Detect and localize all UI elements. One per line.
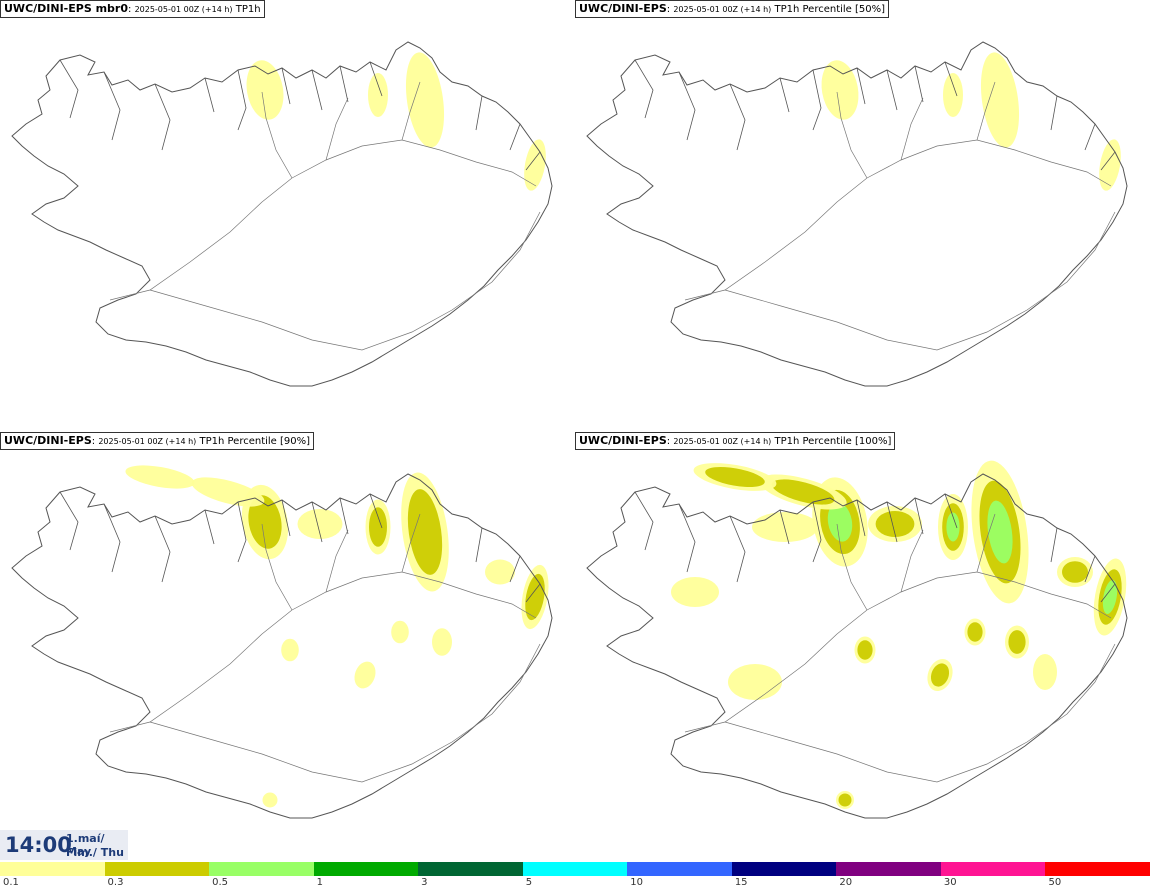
panel-title: UWC/DINI-EPS: 2025-05-01 00Z (+14 h) TP1… [575,0,890,18]
colorbar-tick-label: 50 [1048,877,1062,888]
precip-contour [946,512,960,542]
precip-contour [1008,630,1026,654]
valid-time-box: 14:00 1.maí/ May Fim./ Thu [0,830,128,860]
coastline [11,41,553,387]
road-network [109,81,541,351]
precip-contour [930,663,950,687]
precip-contour [728,664,782,700]
precip-contour [248,495,282,549]
precip-contour [827,502,853,542]
colorbar-labels: 0.1 0.3 0.5 1 3 5 10 15 20 30 50 [0,876,1150,891]
precip-contour [771,479,835,505]
precip-map [11,41,553,387]
precip-contour [821,60,859,120]
colorbar-swatch [627,862,732,876]
precip-contour [354,661,376,689]
precip-contour [281,638,299,662]
precip-contour [368,73,388,117]
colorbar-tick-label: 0.5 [212,877,228,888]
precip-contour [391,620,409,644]
colorbar-swatch [731,862,837,876]
valid-date: 1.maí/ May [66,832,105,858]
colorbar-tick-label: 3 [421,877,428,888]
precip-contour [943,73,963,117]
precip-contour [1033,654,1057,690]
coastline [11,473,553,819]
precip-contour [705,467,765,487]
precip-contour [967,622,983,642]
precip-map [11,465,553,819]
colorbar-swatch [104,862,210,876]
road-network [684,81,1116,351]
coastline [586,473,1128,819]
colorbar-tick-label: 0.1 [3,877,19,888]
colorbar-tick-label: 10 [630,877,643,888]
colorbar-tick-label: 20 [839,877,853,888]
colorbar-swatch [418,862,523,876]
colorbar-swatch [522,862,628,876]
precip-field [125,465,549,808]
road-network [684,513,1116,783]
colorbar-tick-label: 30 [943,877,957,888]
valid-time: 14:00 [5,833,72,857]
precip-contour [246,60,284,120]
colorbar-swatch [209,862,314,876]
precip-contour [524,139,546,191]
precip-contour [525,573,545,621]
precip-contour [407,489,443,575]
precip-contour [987,500,1013,564]
precip-contour [857,640,873,660]
colorbar-swatch [313,862,419,876]
precip-contour [485,559,515,585]
fjord-lines [634,491,1116,603]
map-panel-p100: UWC/DINI-EPS: 2025-05-01 00Z (+14 h) TP1… [575,432,1150,862]
valid-weekday: Fim./ Thu [66,846,124,859]
precip-contour [369,507,387,547]
fjord-lines [59,491,541,603]
precip-contour [838,793,852,807]
precip-contour [752,512,818,542]
precip-map [586,41,1128,387]
precip-contour [980,52,1020,148]
precip-contour [297,509,343,539]
precip-contour [125,465,195,489]
precip-contour [191,477,265,507]
precip-contour [262,792,278,808]
precip-map [586,460,1128,819]
precip-colorbar [0,862,1150,876]
map-panel-mbr0: UWC/DINI-EPS mbr0: 2025-05-01 00Z (+14 h… [0,0,575,430]
colorbar-tick-label: 0.3 [107,877,124,888]
panel-title: UWC/DINI-EPS: 2025-05-01 00Z (+14 h) TP1… [575,432,896,450]
fjord-lines [59,59,541,171]
map-panel-p50: UWC/DINI-EPS: 2025-05-01 00Z (+14 h) TP1… [575,0,1150,430]
panel-title: UWC/DINI-EPS mbr0: 2025-05-01 00Z (+14 h… [0,0,265,18]
precip-contour [432,628,452,656]
coastline [586,41,1128,387]
precip-field [246,52,546,191]
colorbar-swatch [0,862,105,876]
colorbar-tick-label: 15 [734,877,748,888]
precip-contour [1102,580,1118,614]
map-panel-p90: UWC/DINI-EPS: 2025-05-01 00Z (+14 h) TP1… [0,432,575,862]
road-network [109,513,541,783]
precip-contour [405,52,445,148]
precip-field [671,460,1127,809]
colorbar-tick-label: 5 [525,877,533,888]
colorbar-swatch [940,862,1046,876]
colorbar-swatch [1045,862,1150,876]
panel-title: UWC/DINI-EPS: 2025-05-01 00Z (+14 h) TP1… [0,432,315,450]
precip-contour [875,511,915,537]
fjord-lines [634,59,1116,171]
colorbar-tick-label: 1 [316,877,323,888]
precip-contour [671,577,719,607]
precip-contour [1099,139,1121,191]
precip-contour [1062,561,1088,583]
colorbar-swatch [836,862,941,876]
